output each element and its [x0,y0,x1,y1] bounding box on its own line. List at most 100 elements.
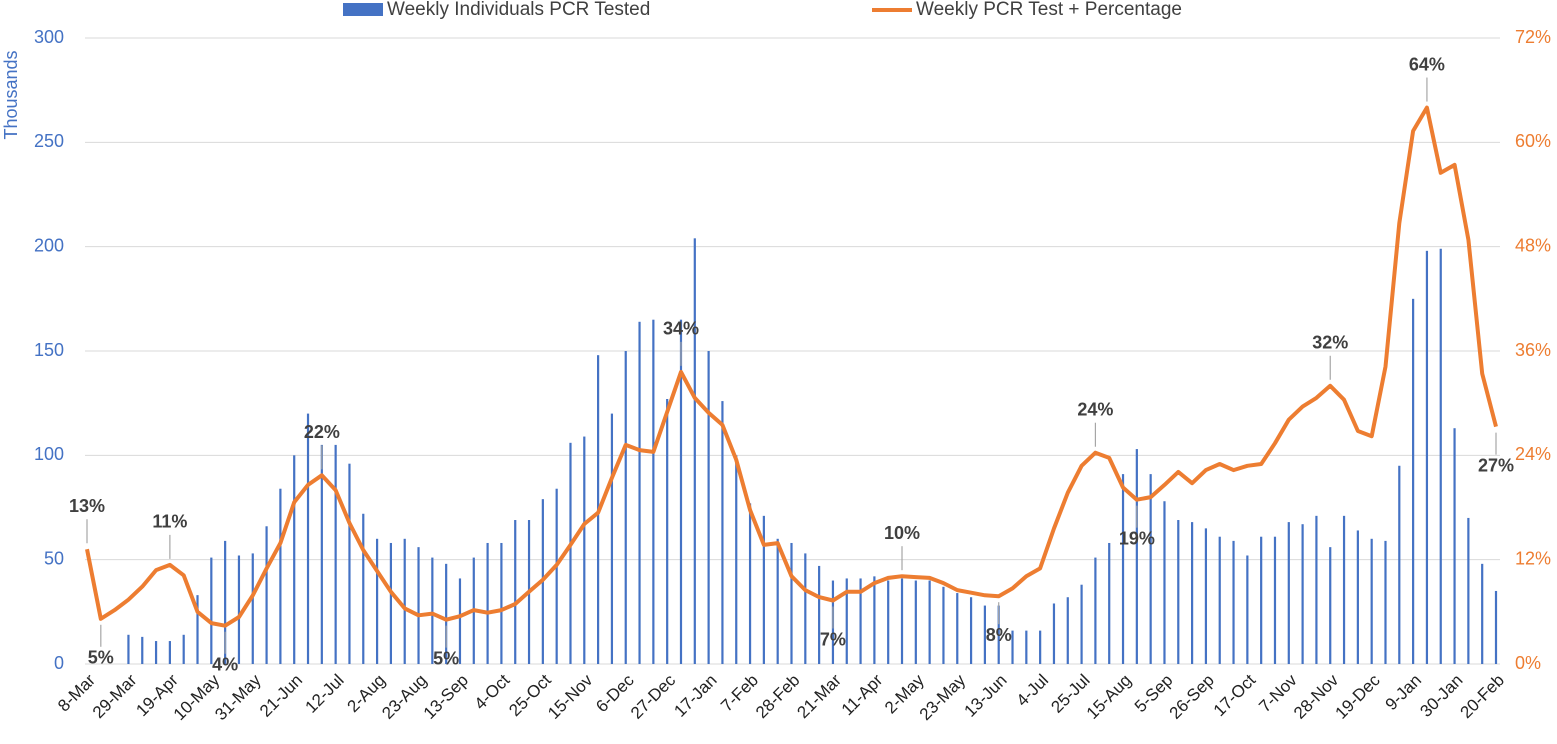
legend-label: Weekly Individuals PCR Tested [387,0,650,20]
bar [859,578,862,664]
bar [693,238,696,664]
bar [1370,538,1373,664]
bar [1204,528,1208,664]
bar [969,597,973,664]
bar [1246,555,1249,664]
x-tick-label: 28-Nov [1290,670,1343,723]
bar [1439,248,1442,664]
bar [403,538,406,664]
x-tick-label: 27-Dec [627,670,680,723]
bar [1190,522,1194,664]
bar [1052,603,1056,664]
x-tick-label: 19-Dec [1331,670,1384,723]
bar [887,580,890,664]
bar [1287,522,1290,664]
y2-tick-label: 24% [1515,444,1551,464]
bar [1342,515,1346,664]
y2-tick-label: 12% [1515,548,1551,568]
bar [445,563,448,664]
bar [1356,530,1359,664]
bar [127,634,130,664]
data-label: 32% [1312,333,1348,353]
y2-tick-label: 72% [1515,27,1551,47]
bar [168,641,171,664]
bar [638,321,641,664]
y-tick-label: 300 [34,27,64,47]
bar [196,595,199,664]
x-tick-label: 30-Jan [1416,671,1466,721]
x-tick-label: 17-Oct [1210,670,1260,720]
y-tick-label: 250 [34,131,64,151]
bar [141,636,144,664]
x-tick-label: 13-Jun [961,671,1011,721]
bar [224,540,227,664]
data-label: 13% [69,496,105,516]
y-tick-label: 150 [34,340,64,360]
bar [762,515,765,664]
bar [1232,540,1235,664]
bar [1149,474,1152,664]
line [85,105,1498,628]
x-tick-label: 17-Jan [670,671,720,721]
x-tick-label: 15-Nov [544,670,597,723]
bar [735,455,738,664]
bar [1425,250,1429,664]
x-tick-label: 13-Sep [420,671,472,723]
bar [900,578,904,664]
data-label: 5% [88,648,114,668]
bar [624,351,627,664]
bar [583,436,586,664]
bar [500,542,503,664]
y2-tick-label: 60% [1515,131,1551,151]
bar [804,553,807,664]
bar [362,513,365,664]
bar [721,401,724,664]
bar [748,503,752,664]
data-label: 5% [433,648,459,668]
bar [1121,474,1125,664]
bar [983,605,986,664]
bar [666,398,669,664]
bar [873,576,876,664]
x-tick-label: 4-Jul [1013,671,1052,710]
bar [210,557,213,664]
bar [265,526,268,664]
bar [1453,428,1456,664]
bar [1025,630,1028,664]
bar [348,463,351,664]
bar [818,565,821,664]
data-label: 27% [1478,455,1514,475]
data-label: 11% [152,512,187,532]
data-label: 7% [820,629,846,649]
y-tick-label: 100 [34,444,64,464]
bar [182,634,185,664]
data-label: 4% [212,654,238,674]
bar [997,605,1000,664]
bar [1398,465,1401,664]
x-tick-label: 12-Jul [301,671,347,717]
bar [790,542,793,664]
bar [1218,536,1221,664]
y-axis-title: Thousands [1,50,21,139]
bar [1094,557,1097,664]
y-tick-label: 0 [54,653,64,673]
data-label: 24% [1077,399,1113,419]
bar [293,455,296,664]
bar [956,593,959,664]
bar [1011,630,1014,664]
bar [1301,524,1304,664]
y2-tick-label: 48% [1515,235,1551,255]
bar [320,444,323,664]
x-tick-label: 31-May [211,670,265,724]
bar [237,555,241,664]
y2-tick-label: 0% [1515,653,1541,673]
bar [1066,597,1069,664]
bar [1315,515,1318,664]
bar [776,538,779,664]
bar [1108,542,1111,664]
bar [334,444,337,664]
bar [845,578,848,664]
bar [679,319,683,664]
bar [1177,520,1180,664]
